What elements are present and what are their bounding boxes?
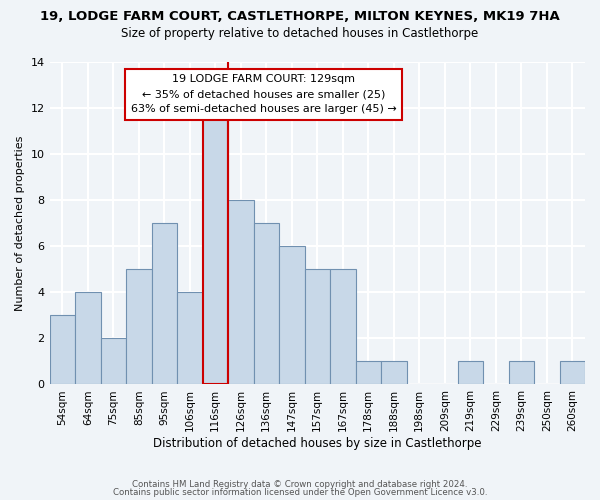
Text: Size of property relative to detached houses in Castlethorpe: Size of property relative to detached ho… xyxy=(121,28,479,40)
Text: Contains public sector information licensed under the Open Government Licence v3: Contains public sector information licen… xyxy=(113,488,487,497)
Text: Contains HM Land Registry data © Crown copyright and database right 2024.: Contains HM Land Registry data © Crown c… xyxy=(132,480,468,489)
Bar xyxy=(305,269,330,384)
Bar xyxy=(152,223,177,384)
Bar xyxy=(126,269,152,384)
X-axis label: Distribution of detached houses by size in Castlethorpe: Distribution of detached houses by size … xyxy=(153,437,482,450)
Bar xyxy=(279,246,305,384)
Bar xyxy=(356,362,381,384)
Bar xyxy=(203,108,228,384)
Bar xyxy=(177,292,203,384)
Y-axis label: Number of detached properties: Number of detached properties xyxy=(15,136,25,310)
Bar xyxy=(330,269,356,384)
Bar xyxy=(560,362,585,384)
Bar xyxy=(50,316,75,384)
Bar xyxy=(381,362,407,384)
Text: 19, LODGE FARM COURT, CASTLETHORPE, MILTON KEYNES, MK19 7HA: 19, LODGE FARM COURT, CASTLETHORPE, MILT… xyxy=(40,10,560,23)
Bar xyxy=(254,223,279,384)
Text: 19 LODGE FARM COURT: 129sqm
← 35% of detached houses are smaller (25)
63% of sem: 19 LODGE FARM COURT: 129sqm ← 35% of det… xyxy=(131,74,397,114)
Bar xyxy=(509,362,534,384)
Bar xyxy=(228,200,254,384)
Bar xyxy=(75,292,101,384)
Bar xyxy=(458,362,483,384)
Bar xyxy=(101,338,126,384)
